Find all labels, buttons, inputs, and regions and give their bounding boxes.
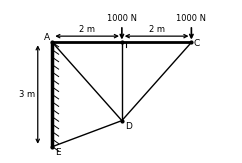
Text: D: D: [125, 122, 131, 131]
Text: E: E: [55, 148, 61, 157]
Text: A: A: [44, 33, 50, 42]
Text: 2 m: 2 m: [79, 25, 95, 34]
Text: 3 m: 3 m: [19, 90, 35, 99]
Text: 2 m: 2 m: [149, 25, 165, 34]
Text: C: C: [194, 39, 200, 48]
Text: 1000 N: 1000 N: [107, 14, 137, 23]
Text: 1000 N: 1000 N: [176, 14, 206, 23]
